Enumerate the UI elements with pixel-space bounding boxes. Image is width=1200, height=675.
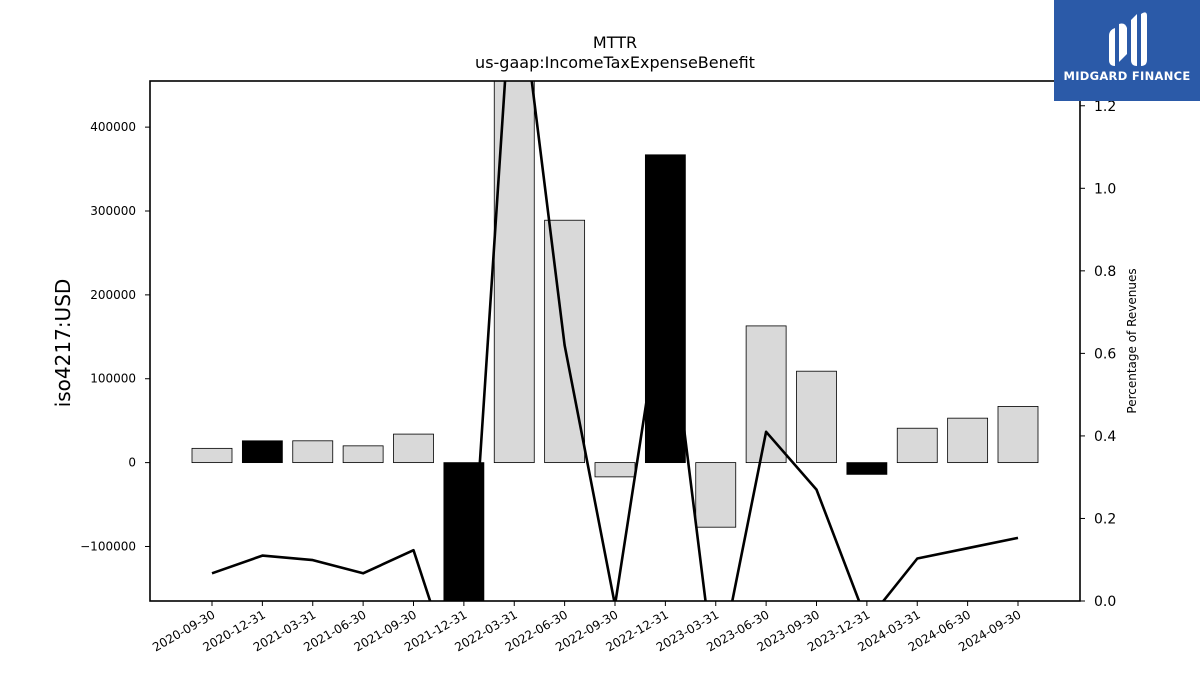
bar: [896, 427, 938, 464]
plot-area: [191, 81, 1039, 601]
bar: [947, 417, 989, 464]
y2-tick-label: 0.8: [1094, 264, 1116, 280]
logo-text: MIDGARD FINANCE: [1063, 69, 1191, 83]
y-tick-label: 300000: [90, 204, 136, 218]
bar: [846, 462, 888, 475]
bar: [745, 325, 787, 464]
plot-frame: [149, 80, 1081, 602]
y2-axis-label: Percentage of Revenues: [1125, 268, 1139, 413]
midgard-logo-icon: [1109, 12, 1147, 66]
y2-tick-label: 0.2: [1094, 511, 1116, 527]
bar: [796, 370, 837, 464]
y2-tick-label: 1.0: [1094, 181, 1116, 197]
y-tick-label: 200000: [90, 288, 136, 302]
y-tick-label: −100000: [80, 539, 136, 553]
bar: [241, 440, 283, 464]
y-tick-label: 0: [128, 456, 136, 470]
chart-title: MTTR: [593, 33, 637, 52]
y2-tick-label: 0.4: [1094, 429, 1116, 445]
brand-logo: MIDGARD FINANCE: [1054, 0, 1200, 101]
bar: [644, 154, 686, 464]
chart-subtitle: us-gaap:IncomeTaxExpenseBenefit: [475, 53, 755, 72]
y2-tick-label: 1.2: [1094, 99, 1116, 115]
y2-tick-label: 0.0: [1094, 594, 1116, 610]
bar: [342, 445, 384, 464]
bar: [191, 447, 233, 464]
bar: [292, 440, 334, 464]
bar: [594, 462, 636, 478]
y-tick-label: 400000: [90, 120, 136, 134]
bar: [997, 406, 1039, 464]
bar: [695, 462, 737, 528]
percentage-line: [211, 81, 1019, 601]
y-tick-label: 100000: [90, 372, 136, 386]
y2-tick-label: 0.6: [1094, 346, 1116, 362]
bar: [393, 433, 434, 464]
y-axis-label: iso4217:USD: [51, 279, 75, 408]
